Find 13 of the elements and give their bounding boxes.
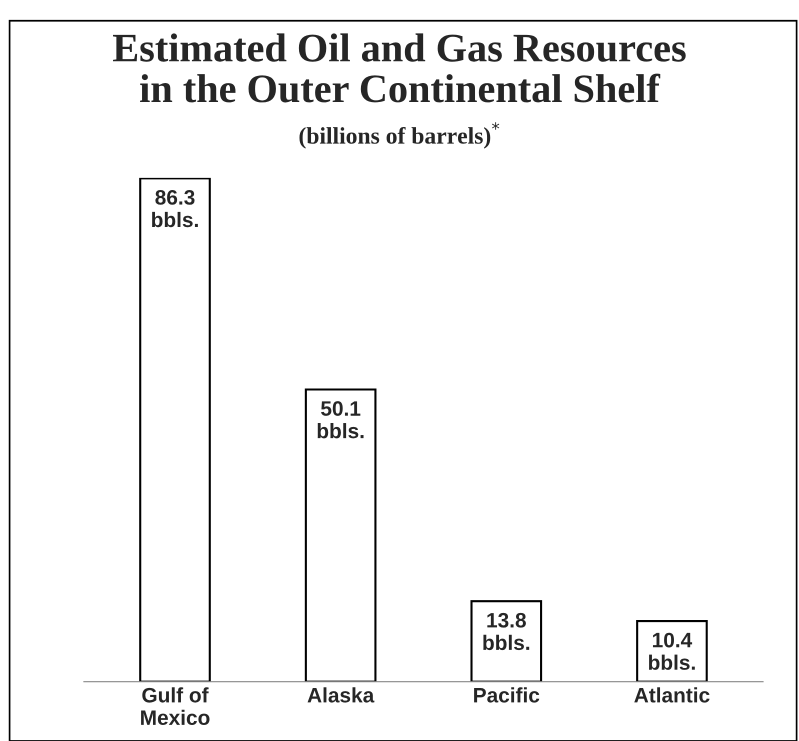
x-tick-label: Atlantic (634, 687, 710, 703)
data-label: 10.4 bbls. (649, 632, 695, 670)
chart-title: Estimated Oil and Gas Resources in the Outer Continental Shelf (112, 33, 686, 103)
x-tick-label: Pacific (474, 687, 540, 703)
data-label: 86.3 bbls. (152, 190, 198, 228)
bar (139, 178, 211, 682)
bar (470, 600, 542, 682)
bar (304, 388, 376, 682)
x-tick-label: Alaska (308, 687, 374, 703)
x-tick-label: Gulf of Mexico (141, 687, 210, 726)
data-label: 50.1 bbls. (318, 401, 364, 438)
data-label: 13.8 bbls. (483, 612, 530, 650)
chart-subtitle: (billions of barrels)$^{*}$ (299, 122, 500, 149)
